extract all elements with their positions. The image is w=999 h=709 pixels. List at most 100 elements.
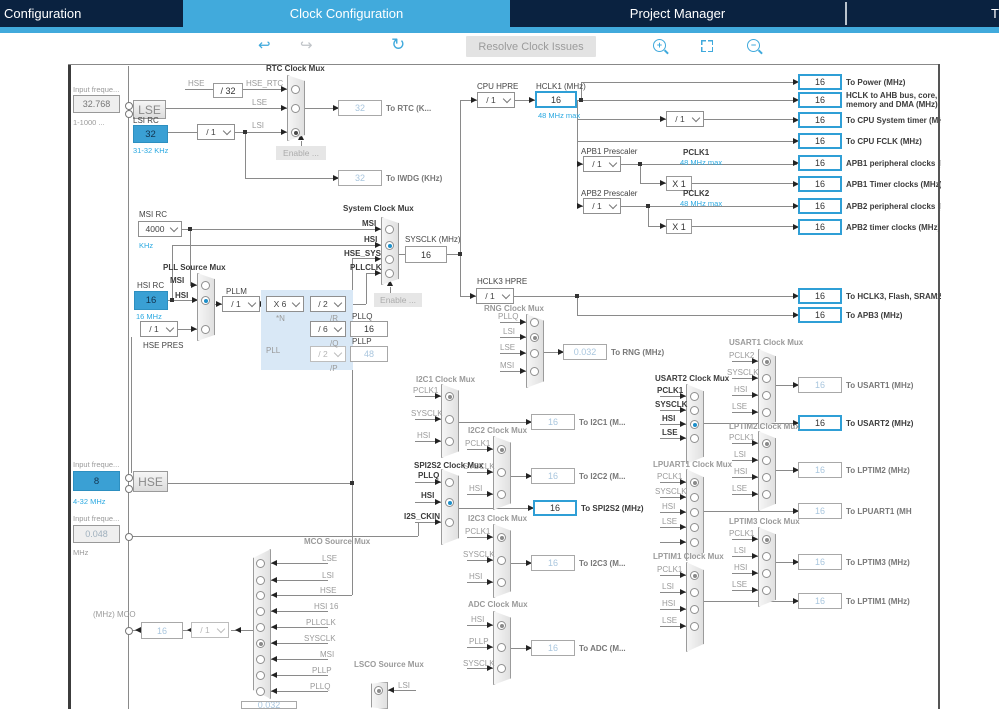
pllm-dropdown[interactable]: / 1 — [222, 296, 260, 312]
mco-source-mux-option-radio[interactable] — [256, 607, 265, 616]
clock-output-value[interactable]: 16 — [798, 462, 842, 478]
plln-dropdown[interactable]: X 6 — [266, 296, 304, 312]
enable-rtc-button[interactable]: Enable ... — [276, 146, 326, 160]
refresh-icon[interactable]: ↻ — [391, 35, 406, 54]
lsco-value-partial[interactable]: 0.032 — [241, 701, 297, 709]
lptim3-clock-mux-option-radio[interactable] — [762, 535, 771, 544]
mco-source-mux-option-radio[interactable] — [256, 559, 265, 568]
usart1-clock-mux-option-radio[interactable] — [762, 408, 771, 417]
clock-output-value[interactable]: 16 — [798, 219, 842, 235]
lptim3-clock-mux-option-radio[interactable] — [762, 569, 771, 578]
pllq-dropdown[interactable]: / 6 — [310, 321, 346, 337]
clock-output-value[interactable]: 16 — [798, 133, 842, 149]
tab-project-manager[interactable]: Project Manager — [629, 6, 726, 21]
clock-output-value[interactable]: 16 — [531, 555, 575, 571]
system-clock-mux-option-radio[interactable] — [385, 269, 394, 278]
clock-output-value[interactable]: 16 — [798, 112, 842, 128]
hse-rtc-divider[interactable]: / 32 — [213, 83, 243, 98]
system-clock-mux-option-radio[interactable] — [385, 241, 394, 250]
i2s-ckin-frequency[interactable]: 0.048 — [73, 525, 120, 543]
hclk1-value[interactable]: 16 — [535, 91, 577, 108]
i2c2-clock-mux-option-radio[interactable] — [497, 490, 506, 499]
undo-icon[interactable]: ↩ — [258, 37, 271, 54]
i2c2-clock-mux-option-radio[interactable] — [497, 445, 506, 454]
mco-value[interactable]: 16 — [141, 622, 183, 639]
pll-source-mux-option-radio[interactable] — [201, 281, 210, 290]
hse-source[interactable]: HSE — [133, 471, 168, 492]
system-clock-mux-option-radio[interactable] — [385, 255, 394, 264]
rtc-clock-mux-option-radio[interactable] — [291, 104, 300, 113]
spi2s2-clock-mux-option-radio[interactable] — [445, 498, 454, 507]
tab-pinout-configuration[interactable]: Configuration — [4, 6, 82, 21]
lsi-divider-dropdown[interactable]: / 1 — [197, 124, 235, 140]
i2c1-clock-mux-option-radio[interactable] — [445, 392, 454, 401]
clock-output-value[interactable]: 16 — [531, 468, 575, 484]
clock-output-value[interactable]: 16 — [798, 155, 842, 171]
resolve-clock-issues-button[interactable]: Resolve Clock Issues — [466, 36, 596, 57]
clock-output-value[interactable]: 16 — [798, 377, 842, 393]
lptim3-clock-mux-option-radio[interactable] — [762, 552, 771, 561]
lptim3-clock-mux-option-radio[interactable] — [762, 586, 771, 595]
rng-clock-mux-option-radio[interactable] — [530, 318, 539, 327]
mco-source-mux-option-radio[interactable] — [256, 576, 265, 585]
i2c3-clock-mux-option-radio[interactable] — [497, 533, 506, 542]
mco-source-mux-option-radio[interactable] — [256, 687, 265, 696]
clock-output-value[interactable]: 16 — [531, 640, 575, 656]
mco-source-mux-option-radio[interactable] — [256, 623, 265, 632]
adc-clock-mux-option-radio[interactable] — [497, 643, 506, 652]
usart1-clock-mux-option-radio[interactable] — [762, 374, 771, 383]
clock-output-value[interactable]: 16 — [798, 554, 842, 570]
usart2-clock-mux-option-radio[interactable] — [690, 406, 699, 415]
apb2-prescaler-dropdown[interactable]: / 1 — [583, 198, 621, 214]
i2c1-clock-mux-option-radio[interactable] — [445, 415, 454, 424]
adc-clock-mux-option-radio[interactable] — [497, 621, 506, 630]
hclk3-hpre-dropdown[interactable]: / 1 — [476, 288, 514, 304]
apb1-timer-multiplier[interactable]: X 1 — [666, 176, 692, 191]
clock-output-value[interactable]: 16 — [798, 92, 842, 108]
usart2-clock-mux-option-radio[interactable] — [690, 434, 699, 443]
i2c1-clock-mux-option-radio[interactable] — [445, 437, 454, 446]
lptim1-clock-mux-option-radio[interactable] — [690, 588, 699, 597]
mco-source-mux-option-radio[interactable] — [256, 591, 265, 600]
pllp-value[interactable]: 48 — [350, 346, 388, 362]
lsi-rc-value[interactable]: 32 — [133, 125, 168, 143]
mco-source-mux-option-radio[interactable] — [256, 671, 265, 680]
spi2s2-clock-mux-option-radio[interactable] — [445, 518, 454, 527]
tab-tools[interactable]: T — [991, 6, 999, 21]
lse-source[interactable]: LSE — [133, 100, 166, 119]
lptim1-clock-mux-option-radio[interactable] — [690, 571, 699, 580]
lptim1-clock-mux-option-radio[interactable] — [690, 605, 699, 614]
lpuart1-clock-mux-option-radio[interactable] — [690, 493, 699, 502]
i2c3-clock-mux-option-radio[interactable] — [497, 578, 506, 587]
hse-input-frequency[interactable]: 8 — [73, 471, 120, 491]
sysclk-value[interactable]: 16 — [405, 246, 447, 263]
clock-output-value[interactable]: 16 — [798, 288, 842, 304]
lse-input-frequency[interactable]: 32.768 — [73, 95, 120, 113]
lptim1-clock-mux-option-radio[interactable] — [690, 622, 699, 631]
hse-pres-dropdown[interactable]: / 1 — [140, 321, 178, 337]
rtc-clock-mux-option-radio[interactable] — [291, 85, 300, 94]
lptim2-clock-mux-option-radio[interactable] — [762, 490, 771, 499]
spi2s2-clock-mux-option-radio[interactable] — [445, 478, 454, 487]
rng-clock-mux-option-radio[interactable] — [530, 349, 539, 358]
clock-output-value[interactable]: 16 — [798, 503, 842, 519]
pllr-dropdown[interactable]: / 2 — [310, 296, 346, 312]
system-clock-mux-option-radio[interactable] — [385, 225, 394, 234]
i2c2-clock-mux-option-radio[interactable] — [497, 468, 506, 477]
lptim2-clock-mux-option-radio[interactable] — [762, 439, 771, 448]
usart2-clock-mux-option-radio[interactable] — [690, 392, 699, 401]
apb2-timer-multiplier[interactable]: X 1 — [666, 219, 692, 234]
lpuart1-clock-mux-option-radio[interactable] — [690, 508, 699, 517]
clock-output-value[interactable]: 16 — [798, 176, 842, 192]
lpuart1-clock-mux-option-radio[interactable] — [690, 523, 699, 532]
usart1-clock-mux-option-radio[interactable] — [762, 391, 771, 400]
rng-clock-mux-option-radio[interactable] — [530, 367, 539, 376]
pllp-dropdown[interactable]: / 2 — [310, 346, 346, 362]
clock-output-value[interactable]: 16 — [798, 307, 842, 323]
clock-output-value[interactable]: 0.032 — [563, 344, 607, 360]
zoom-out-icon[interactable]: − — [747, 39, 760, 52]
clock-output-value[interactable]: 16 — [798, 415, 842, 431]
cpu-systick-divider-dropdown[interactable]: / 1 — [666, 111, 704, 127]
i2c3-clock-mux-option-radio[interactable] — [497, 556, 506, 565]
fit-screen-icon[interactable] — [701, 40, 713, 52]
